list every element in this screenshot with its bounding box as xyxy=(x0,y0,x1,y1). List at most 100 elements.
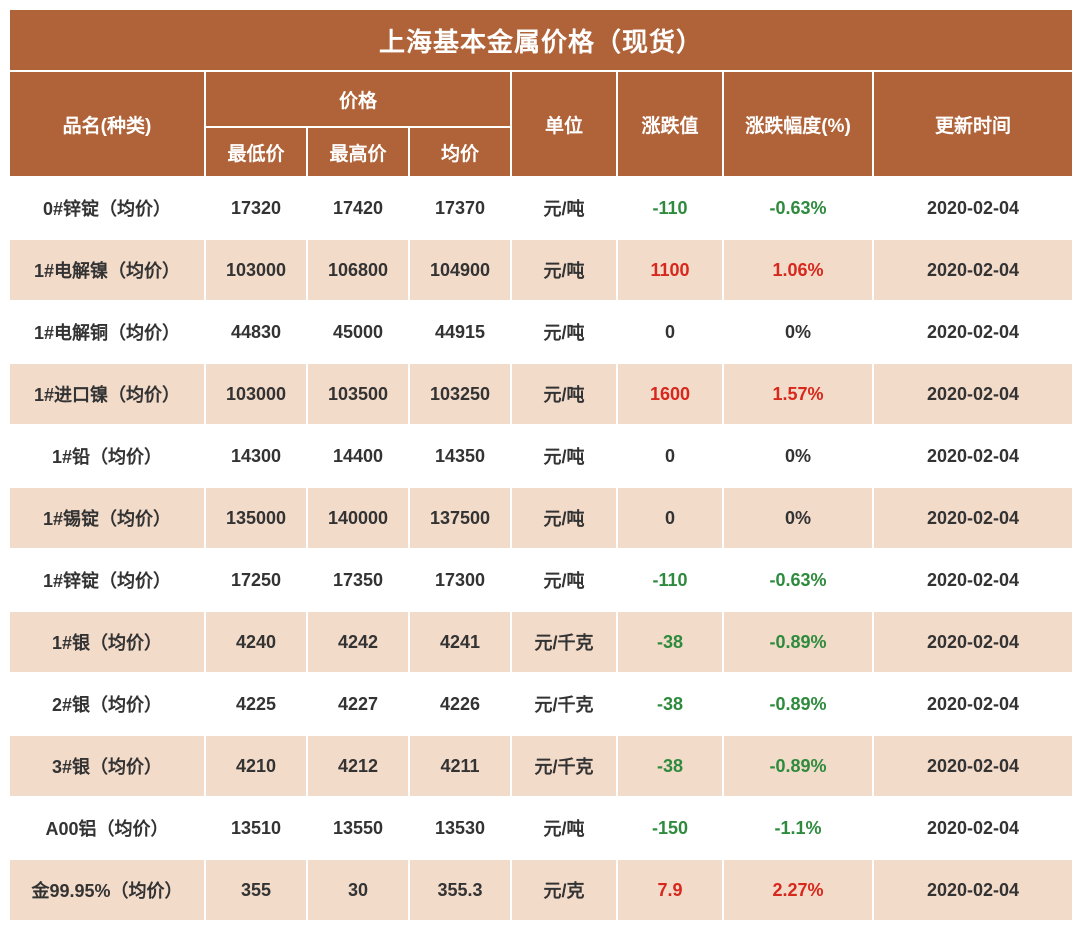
col-name: 品名(种类) xyxy=(9,71,205,177)
cell-name: 0#锌锭（均价） xyxy=(9,177,205,239)
cell-high: 17420 xyxy=(307,177,409,239)
table-row: 1#电解铜（均价）448304500044915元/吨00%2020-02-04 xyxy=(9,301,1073,363)
cell-pct: -0.89% xyxy=(723,673,873,735)
cell-change: -38 xyxy=(617,611,723,673)
cell-pct: 0% xyxy=(723,301,873,363)
col-high: 最高价 xyxy=(307,127,409,177)
cell-unit: 元/吨 xyxy=(511,487,617,549)
cell-low: 17250 xyxy=(205,549,307,611)
cell-unit: 元/克 xyxy=(511,859,617,921)
cell-name: 1#锌锭（均价） xyxy=(9,549,205,611)
cell-avg: 14350 xyxy=(409,425,511,487)
table-row: 金99.95%（均价）35530355.3元/克7.92.27%2020-02-… xyxy=(9,859,1073,921)
cell-change: 0 xyxy=(617,425,723,487)
cell-pct: -0.89% xyxy=(723,735,873,797)
cell-low: 13510 xyxy=(205,797,307,859)
cell-date: 2020-02-04 xyxy=(873,301,1073,363)
cell-high: 17350 xyxy=(307,549,409,611)
cell-name: 1#铅（均价） xyxy=(9,425,205,487)
cell-avg: 17370 xyxy=(409,177,511,239)
cell-low: 135000 xyxy=(205,487,307,549)
cell-pct: 0% xyxy=(723,487,873,549)
table-row: 1#银（均价）424042424241元/千克-38-0.89%2020-02-… xyxy=(9,611,1073,673)
cell-avg: 355.3 xyxy=(409,859,511,921)
table-row: 0#锌锭（均价）173201742017370元/吨-110-0.63%2020… xyxy=(9,177,1073,239)
table-title: 上海基本金属价格（现货） xyxy=(9,9,1073,71)
col-unit: 单位 xyxy=(511,71,617,177)
cell-name: 2#银（均价） xyxy=(9,673,205,735)
cell-change: -110 xyxy=(617,177,723,239)
cell-date: 2020-02-04 xyxy=(873,425,1073,487)
cell-high: 30 xyxy=(307,859,409,921)
table-head: 上海基本金属价格（现货） 品名(种类) 价格 单位 涨跌值 涨跌幅度(%) 更新… xyxy=(9,9,1073,177)
metal-price-table: 上海基本金属价格（现货） 品名(种类) 价格 单位 涨跌值 涨跌幅度(%) 更新… xyxy=(8,8,1074,922)
cell-pct: 1.57% xyxy=(723,363,873,425)
cell-avg: 4241 xyxy=(409,611,511,673)
cell-date: 2020-02-04 xyxy=(873,363,1073,425)
cell-unit: 元/千克 xyxy=(511,735,617,797)
cell-name: 1#锡锭（均价） xyxy=(9,487,205,549)
cell-pct: -1.1% xyxy=(723,797,873,859)
cell-avg: 17300 xyxy=(409,549,511,611)
cell-unit: 元/吨 xyxy=(511,239,617,301)
cell-high: 45000 xyxy=(307,301,409,363)
cell-name: 1#进口镍（均价） xyxy=(9,363,205,425)
cell-high: 14400 xyxy=(307,425,409,487)
cell-low: 44830 xyxy=(205,301,307,363)
cell-pct: 2.27% xyxy=(723,859,873,921)
table-body: 0#锌锭（均价）173201742017370元/吨-110-0.63%2020… xyxy=(9,177,1073,921)
cell-high: 4212 xyxy=(307,735,409,797)
cell-low: 355 xyxy=(205,859,307,921)
cell-date: 2020-02-04 xyxy=(873,549,1073,611)
cell-date: 2020-02-04 xyxy=(873,673,1073,735)
cell-date: 2020-02-04 xyxy=(873,239,1073,301)
cell-change: 1600 xyxy=(617,363,723,425)
cell-unit: 元/千克 xyxy=(511,673,617,735)
cell-high: 13550 xyxy=(307,797,409,859)
col-price-group: 价格 xyxy=(205,71,511,127)
table-row: 2#银（均价）422542274226元/千克-38-0.89%2020-02-… xyxy=(9,673,1073,735)
cell-avg: 137500 xyxy=(409,487,511,549)
cell-pct: -0.89% xyxy=(723,611,873,673)
cell-pct: -0.63% xyxy=(723,549,873,611)
col-date: 更新时间 xyxy=(873,71,1073,177)
cell-avg: 104900 xyxy=(409,239,511,301)
cell-low: 4240 xyxy=(205,611,307,673)
cell-date: 2020-02-04 xyxy=(873,611,1073,673)
cell-change: 7.9 xyxy=(617,859,723,921)
col-low: 最低价 xyxy=(205,127,307,177)
cell-high: 106800 xyxy=(307,239,409,301)
cell-pct: -0.63% xyxy=(723,177,873,239)
cell-unit: 元/吨 xyxy=(511,549,617,611)
col-change: 涨跌值 xyxy=(617,71,723,177)
col-pct: 涨跌幅度(%) xyxy=(723,71,873,177)
cell-date: 2020-02-04 xyxy=(873,735,1073,797)
cell-unit: 元/千克 xyxy=(511,611,617,673)
cell-change: -38 xyxy=(617,735,723,797)
table-row: 3#银（均价）421042124211元/千克-38-0.89%2020-02-… xyxy=(9,735,1073,797)
table-row: 1#铅（均价）143001440014350元/吨00%2020-02-04 xyxy=(9,425,1073,487)
cell-change: -150 xyxy=(617,797,723,859)
cell-name: 3#银（均价） xyxy=(9,735,205,797)
cell-change: -38 xyxy=(617,673,723,735)
table-row: 1#锌锭（均价）172501735017300元/吨-110-0.63%2020… xyxy=(9,549,1073,611)
cell-unit: 元/吨 xyxy=(511,301,617,363)
price-table-container: 上海基本金属价格（现货） 品名(种类) 价格 单位 涨跌值 涨跌幅度(%) 更新… xyxy=(8,8,1072,922)
cell-date: 2020-02-04 xyxy=(873,177,1073,239)
cell-date: 2020-02-04 xyxy=(873,859,1073,921)
cell-avg: 103250 xyxy=(409,363,511,425)
cell-avg: 13530 xyxy=(409,797,511,859)
cell-change: -110 xyxy=(617,549,723,611)
cell-name: 1#银（均价） xyxy=(9,611,205,673)
cell-name: 1#电解镍（均价） xyxy=(9,239,205,301)
cell-avg: 44915 xyxy=(409,301,511,363)
cell-high: 4242 xyxy=(307,611,409,673)
cell-unit: 元/吨 xyxy=(511,177,617,239)
cell-change: 0 xyxy=(617,301,723,363)
cell-unit: 元/吨 xyxy=(511,363,617,425)
cell-unit: 元/吨 xyxy=(511,425,617,487)
cell-low: 17320 xyxy=(205,177,307,239)
cell-low: 103000 xyxy=(205,363,307,425)
cell-pct: 1.06% xyxy=(723,239,873,301)
cell-low: 4225 xyxy=(205,673,307,735)
